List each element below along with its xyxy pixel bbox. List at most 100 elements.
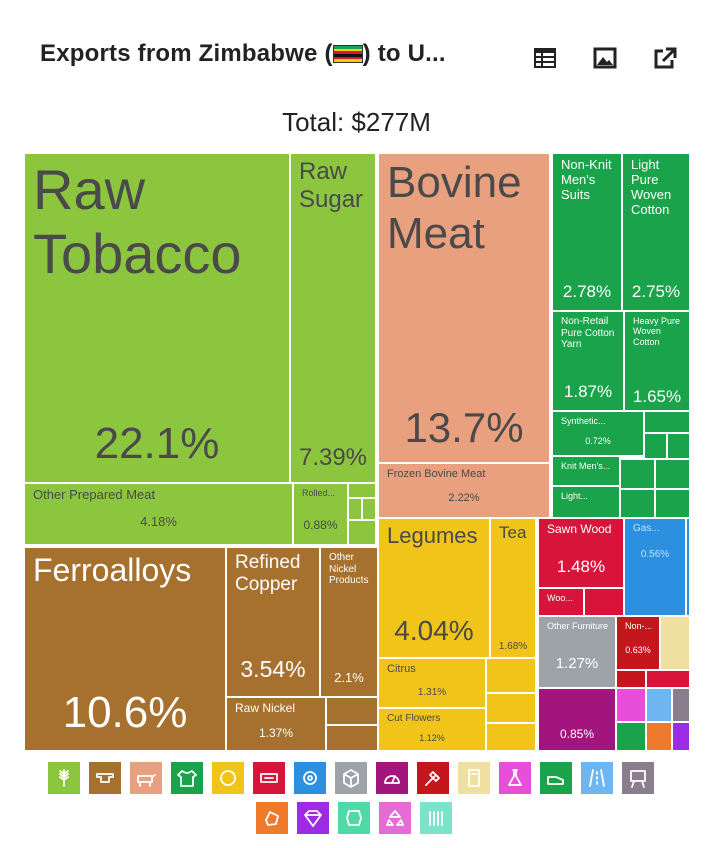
- treemap-minor-tile[interactable]: [486, 658, 536, 693]
- stone-and-glass-icon[interactable]: [417, 762, 449, 794]
- image-download-icon[interactable]: [592, 46, 618, 70]
- tile-label: Non-...: [625, 621, 653, 631]
- treemap-tile[interactable]: Raw Sugar 7.39%: [290, 153, 376, 483]
- treemap-tile[interactable]: Legumes 4.04%: [378, 518, 490, 658]
- machines-icon[interactable]: [294, 762, 326, 794]
- treemap-tile[interactable]: Rolled... 0.88%: [293, 483, 348, 545]
- tile-label: Gas...: [633, 523, 660, 534]
- treemap-tile[interactable]: Non-Retail Pure Cotton Yarn 1.87%: [552, 311, 624, 411]
- wood-products-icon[interactable]: [253, 762, 285, 794]
- treemap-minor-tile[interactable]: [672, 688, 690, 722]
- tile-label: Other Furniture: [547, 621, 609, 631]
- tile-label: Sawn Wood: [547, 522, 612, 536]
- treemap-tile[interactable]: Raw Nickel 1.37%: [226, 697, 326, 751]
- treemap-tile[interactable]: Light Pure Woven Cotton 2.75%: [622, 153, 690, 311]
- footwear-icon[interactable]: [540, 762, 572, 794]
- tile-share: 1.37%: [258, 726, 294, 740]
- treemap-tile[interactable]: Sawn Wood 1.48%: [538, 518, 624, 588]
- treemap-minor-tile[interactable]: [646, 722, 672, 751]
- tile-share: 1.65%: [632, 387, 682, 406]
- transportation-icon[interactable]: [581, 762, 613, 794]
- treemap-tile[interactable]: Non-Knit Men's Suits 2.78%: [552, 153, 622, 311]
- treemap-tile[interactable]: Heavy Pure Woven Cotton 1.65%: [624, 311, 690, 411]
- treemap-tile[interactable]: Frozen Bovine Meat 2.22%: [378, 463, 550, 518]
- chart-title: Exports from Zimbabwe () to U...: [40, 40, 446, 68]
- tile-label: Legumes: [387, 523, 478, 548]
- treemap-minor-tile[interactable]: [348, 483, 376, 498]
- instruments-icon[interactable]: [376, 762, 408, 794]
- chemical-products-icon[interactable]: [499, 762, 531, 794]
- treemap-tile[interactable]: Tea 1.68%: [490, 518, 536, 658]
- treemap-minor-tile[interactable]: [672, 722, 690, 751]
- mineral-products-icon[interactable]: [256, 802, 288, 834]
- treemap-minor-tile[interactable]: [655, 459, 690, 489]
- treemap-tile[interactable]: Ferroalloys 10.6%: [24, 547, 226, 751]
- treemap-tile[interactable]: Other Nickel Products 2.1%: [320, 547, 378, 697]
- arts-and-antiques-icon[interactable]: [622, 762, 654, 794]
- treemap-minor-tile[interactable]: [486, 693, 536, 723]
- weapons-icon[interactable]: [420, 802, 452, 834]
- treemap-minor-tile[interactable]: [646, 670, 690, 688]
- treemap-tile[interactable]: Knit Men's...: [552, 456, 620, 486]
- treemap-minor-tile[interactable]: [616, 722, 646, 751]
- treemap-minor-tile[interactable]: [686, 518, 690, 616]
- paper-goods-icon[interactable]: [458, 762, 490, 794]
- tile-share: 1.12%: [419, 733, 445, 743]
- treemap-minor-tile[interactable]: [620, 459, 655, 489]
- treemap-tile[interactable]: Synthetic... 0.72%: [552, 411, 644, 456]
- treemap-tile[interactable]: 0.85%: [538, 688, 616, 751]
- treemap-tile[interactable]: Refined Copper 3.54%: [226, 547, 320, 697]
- treemap-minor-tile[interactable]: [348, 520, 376, 545]
- tile-label: Raw Tobacco: [33, 158, 242, 286]
- treemap-minor-tile[interactable]: [616, 670, 646, 688]
- treemap-minor-tile[interactable]: [646, 688, 672, 722]
- tile-label: Raw Nickel: [235, 701, 296, 715]
- chart-title-prefix: Exports from Zimbabwe (: [40, 40, 333, 67]
- treemap-minor-tile[interactable]: [326, 725, 378, 751]
- tile-share: 0.85%: [559, 727, 595, 741]
- treemap-minor-tile[interactable]: [644, 433, 667, 459]
- tile-label: Raw Sugar: [299, 158, 364, 213]
- treemap-tile[interactable]: Other Prepared Meat 4.18%: [24, 483, 293, 545]
- tile-label: Frozen Bovine Meat: [387, 468, 486, 480]
- foodstuffs-icon[interactable]: [212, 762, 244, 794]
- treemap-minor-tile[interactable]: [362, 498, 376, 520]
- vegetable-products-icon[interactable]: [48, 762, 80, 794]
- precious-metals-icon[interactable]: [297, 802, 329, 834]
- treemap-tile[interactable]: Cut Flowers 1.12%: [378, 708, 486, 751]
- tile-label: Citrus: [387, 663, 416, 675]
- treemap-minor-tile[interactable]: [660, 616, 690, 670]
- treemap-tile[interactable]: Raw Tobacco 22.1%: [24, 153, 290, 483]
- tile-share: 1.87%: [563, 382, 613, 401]
- tile-label: Non-Knit Men's Suits: [561, 157, 612, 202]
- treemap-minor-tile[interactable]: [667, 433, 690, 459]
- tile-label: Tea: [499, 523, 527, 542]
- treemap-tile[interactable]: Woo...: [538, 588, 584, 616]
- treemap-tile[interactable]: Light...: [552, 486, 620, 518]
- treemap-minor-tile[interactable]: [616, 688, 646, 722]
- treemap-minor-tile[interactable]: [620, 489, 655, 518]
- treemap-tile[interactable]: Citrus 1.31%: [378, 658, 486, 708]
- animal-products-icon[interactable]: [130, 762, 162, 794]
- tile-label: Ferroalloys: [33, 552, 192, 588]
- textiles-icon[interactable]: [171, 762, 203, 794]
- tile-label: Rolled...: [302, 488, 336, 498]
- treemap-minor-tile[interactable]: [644, 411, 690, 433]
- treemap-tile[interactable]: Bovine Meat 13.7%: [378, 153, 550, 463]
- open-external-icon[interactable]: [652, 46, 678, 70]
- treemap-tile[interactable]: Non-... 0.63%: [616, 616, 660, 670]
- treemap-minor-tile[interactable]: [486, 723, 536, 751]
- treemap-minor-tile[interactable]: [655, 489, 690, 518]
- tile-share: 0.56%: [640, 549, 670, 560]
- metals-icon[interactable]: [89, 762, 121, 794]
- treemap-minor-tile[interactable]: [584, 588, 624, 616]
- total-label: Total: $277M: [282, 107, 431, 137]
- animal-hides-icon[interactable]: [338, 802, 370, 834]
- treemap-minor-tile[interactable]: [348, 498, 362, 520]
- treemap-minor-tile[interactable]: [326, 697, 378, 725]
- miscellaneous-icon[interactable]: [335, 762, 367, 794]
- plastics-and-rubbers-icon[interactable]: [379, 802, 411, 834]
- treemap-tile[interactable]: Gas... 0.56%: [624, 518, 686, 616]
- treemap-tile[interactable]: Other Furniture 1.27%: [538, 616, 616, 688]
- table-view-icon[interactable]: [532, 46, 558, 70]
